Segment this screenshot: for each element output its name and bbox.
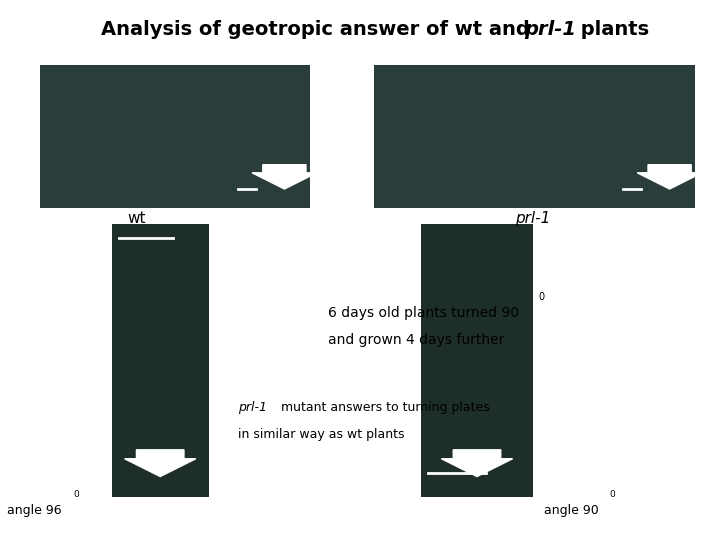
Text: prl-1: prl-1: [524, 20, 576, 39]
Polygon shape: [252, 165, 317, 189]
Text: wt: wt: [127, 211, 146, 226]
Text: in similar way as wt plants: in similar way as wt plants: [238, 428, 404, 441]
Text: and grown 4 days further: and grown 4 days further: [328, 333, 504, 347]
Text: 0: 0: [539, 292, 545, 302]
Text: prl-1: prl-1: [515, 211, 551, 226]
Bar: [374, 65, 695, 208]
Bar: [112, 224, 209, 497]
Text: plants: plants: [574, 20, 649, 39]
Polygon shape: [637, 165, 702, 189]
Text: Analysis of geotropic answer of wt and: Analysis of geotropic answer of wt and: [101, 20, 536, 39]
Text: angle 96: angle 96: [7, 504, 62, 517]
Text: 6 days old plants turned 90: 6 days old plants turned 90: [328, 306, 518, 320]
Text: 0: 0: [73, 490, 79, 498]
Bar: [421, 224, 533, 497]
Text: prl-1: prl-1: [238, 401, 266, 414]
Text: 0: 0: [610, 490, 616, 498]
Bar: [40, 65, 310, 208]
Polygon shape: [441, 450, 513, 476]
Text: angle 90: angle 90: [544, 504, 598, 517]
Polygon shape: [125, 450, 196, 476]
Text: mutant answers to turning plates: mutant answers to turning plates: [277, 401, 490, 414]
